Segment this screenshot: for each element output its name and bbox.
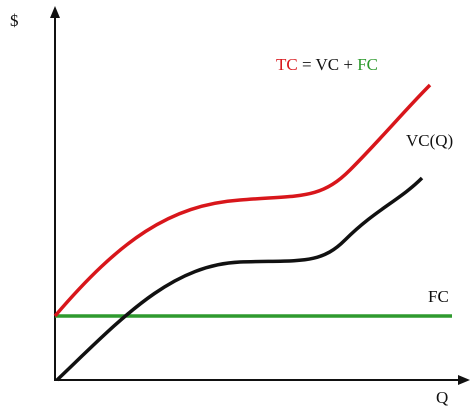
x-axis-label: Q (436, 388, 448, 407)
vc-label: VC(Q) (406, 131, 453, 150)
y-axis-arrow (50, 6, 60, 18)
tc-curve (53, 83, 432, 318)
fc-label: FC (428, 287, 449, 306)
y-axis-label: $ (10, 11, 19, 30)
vc-curve (55, 176, 424, 382)
equation-label: TC = VC + FC (276, 55, 378, 74)
x-axis-arrow (458, 375, 470, 385)
equation-middle: = VC + (302, 55, 353, 74)
equation-tc: TC (276, 55, 298, 74)
equation-fc: FC (357, 55, 378, 74)
